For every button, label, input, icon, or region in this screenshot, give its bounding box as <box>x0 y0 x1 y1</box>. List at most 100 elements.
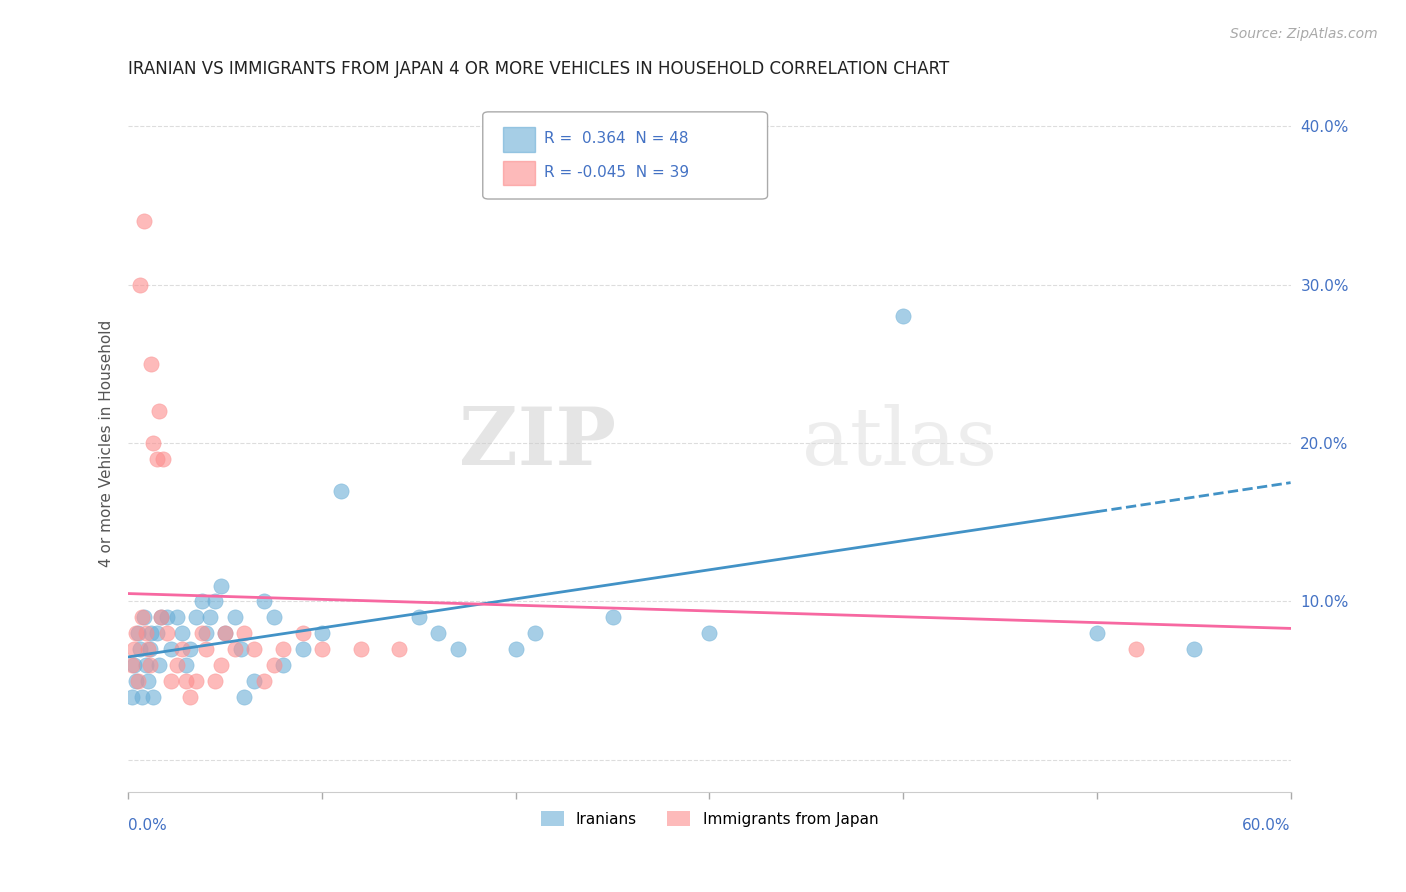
Bar <box>502 128 536 152</box>
Point <box>122 642 145 657</box>
Point <box>891 310 914 324</box>
Point <box>209 657 232 672</box>
Point <box>148 404 170 418</box>
Point <box>152 451 174 466</box>
Point <box>160 642 183 657</box>
Text: IRANIAN VS IMMIGRANTS FROM JAPAN 4 OR MORE VEHICLES IN HOUSEHOLD CORRELATION CHA: IRANIAN VS IMMIGRANTS FROM JAPAN 4 OR MO… <box>128 60 949 78</box>
Point <box>136 642 159 657</box>
Point <box>233 626 256 640</box>
Point <box>132 610 155 624</box>
Point <box>191 626 214 640</box>
Point <box>135 626 157 640</box>
Point <box>142 436 165 450</box>
Point <box>122 657 145 672</box>
Point <box>160 673 183 688</box>
Point <box>132 214 155 228</box>
Point <box>204 594 226 608</box>
Point <box>138 642 160 657</box>
Point <box>131 610 153 624</box>
Point <box>350 642 373 657</box>
Point <box>128 642 150 657</box>
Point <box>150 610 173 624</box>
Text: 0.0%: 0.0% <box>128 818 167 833</box>
Point <box>194 626 217 640</box>
Point <box>229 642 252 657</box>
Point <box>194 642 217 657</box>
Point <box>224 642 246 657</box>
Point <box>311 626 333 640</box>
Point <box>172 626 194 640</box>
Point <box>125 626 148 640</box>
Point <box>291 642 314 657</box>
Point <box>176 657 198 672</box>
Point <box>1125 642 1147 657</box>
Point <box>166 610 188 624</box>
Point <box>127 626 149 640</box>
Point <box>214 626 236 640</box>
Point <box>141 626 163 640</box>
Point <box>135 657 157 672</box>
Legend: Iranians, Immigrants from Japan: Iranians, Immigrants from Japan <box>534 805 884 833</box>
Point <box>388 642 411 657</box>
Point <box>408 610 430 624</box>
Text: atlas: atlas <box>803 404 997 482</box>
Point <box>1182 642 1205 657</box>
Point <box>184 610 207 624</box>
Point <box>138 657 160 672</box>
FancyBboxPatch shape <box>482 112 768 199</box>
Point <box>146 451 169 466</box>
Point <box>263 657 285 672</box>
Point <box>141 357 163 371</box>
Point <box>505 642 527 657</box>
Point <box>243 642 266 657</box>
Point <box>271 657 294 672</box>
Point <box>427 626 450 640</box>
Point <box>121 657 143 672</box>
Point <box>1085 626 1108 640</box>
Point <box>214 626 236 640</box>
Text: ZIP: ZIP <box>460 404 616 482</box>
Point <box>271 642 294 657</box>
Point <box>291 626 314 640</box>
Point <box>699 626 721 640</box>
Point <box>150 610 173 624</box>
Point <box>156 626 179 640</box>
Point <box>121 690 143 704</box>
Point <box>179 690 201 704</box>
Bar <box>502 161 536 185</box>
Point <box>179 642 201 657</box>
Point <box>446 642 468 657</box>
Point <box>524 626 547 640</box>
Text: R = -0.045  N = 39: R = -0.045 N = 39 <box>544 165 689 180</box>
Text: Source: ZipAtlas.com: Source: ZipAtlas.com <box>1230 27 1378 41</box>
Point <box>253 594 276 608</box>
Point <box>166 657 188 672</box>
Point <box>191 594 214 608</box>
Text: 60.0%: 60.0% <box>1241 818 1291 833</box>
Point <box>330 483 353 498</box>
Point <box>209 579 232 593</box>
Point <box>243 673 266 688</box>
Point <box>602 610 624 624</box>
Point <box>148 657 170 672</box>
Point <box>233 690 256 704</box>
Point <box>176 673 198 688</box>
Text: R =  0.364  N = 48: R = 0.364 N = 48 <box>544 131 689 146</box>
Point <box>172 642 194 657</box>
Point <box>142 690 165 704</box>
Point <box>198 610 221 624</box>
Point <box>136 673 159 688</box>
Point <box>224 610 246 624</box>
Point <box>127 673 149 688</box>
Point <box>311 642 333 657</box>
Point <box>128 277 150 292</box>
Point <box>253 673 276 688</box>
Point <box>156 610 179 624</box>
Point <box>125 673 148 688</box>
Point <box>131 690 153 704</box>
Point <box>263 610 285 624</box>
Point <box>204 673 226 688</box>
Point <box>146 626 169 640</box>
Point <box>184 673 207 688</box>
Y-axis label: 4 or more Vehicles in Household: 4 or more Vehicles in Household <box>100 319 114 566</box>
